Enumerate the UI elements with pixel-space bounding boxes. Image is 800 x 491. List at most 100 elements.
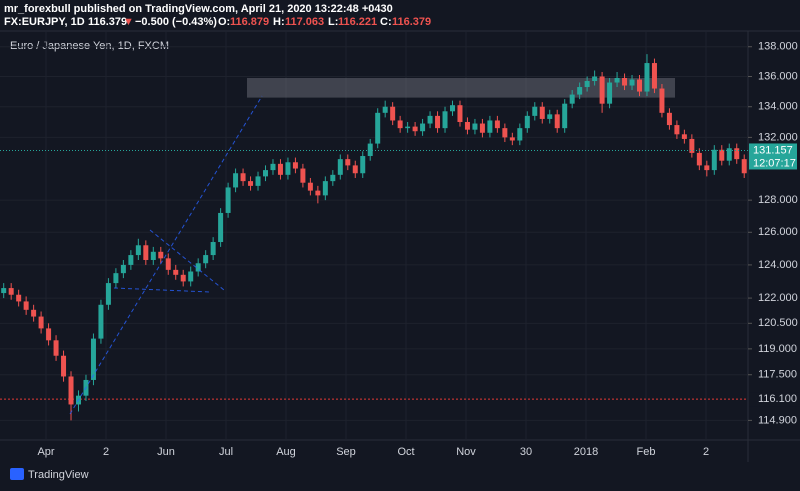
candle-body: [360, 156, 366, 174]
candle-body: [457, 105, 463, 123]
x-tick-label: Sep: [336, 446, 356, 458]
candle-body: [734, 148, 740, 160]
change: −0.500 (−0.43%): [135, 16, 217, 28]
candle-body: [345, 159, 351, 166]
trendline: [149, 229, 225, 291]
candle-body: [592, 76, 598, 82]
logo[interactable]: TradingView: [28, 469, 89, 481]
x-tick-label: Jul: [219, 446, 233, 458]
candle-body: [569, 94, 575, 104]
l-label: L:: [328, 16, 338, 28]
zone: [247, 78, 675, 98]
candle-body: [188, 271, 194, 282]
candle-body: [674, 125, 680, 135]
candle-body: [277, 163, 283, 175]
candle-body: [322, 181, 328, 196]
last-price-tag: [749, 143, 797, 170]
candle-body: [472, 123, 478, 130]
h-value: 117.063: [285, 16, 324, 28]
candle-body: [629, 79, 635, 86]
candle-body: [390, 106, 396, 121]
candle-body: [158, 251, 164, 259]
candle-body: [719, 149, 725, 161]
candle-body: [532, 106, 538, 116]
candle-body: [180, 274, 186, 282]
x-tick-label: Aug: [276, 446, 296, 458]
candle-body: [420, 123, 426, 132]
y-tick-label: 134.000: [758, 101, 798, 113]
candle-body: [300, 168, 306, 183]
y-tick-label: 122.000: [758, 292, 798, 304]
hline-tag: [749, 392, 800, 407]
candle-body: [90, 338, 96, 380]
x-tick-label: Jun: [157, 446, 175, 458]
candle-body: [1, 288, 7, 294]
c-label: C:: [380, 16, 392, 28]
candle-body: [68, 376, 74, 405]
y-tick-label: 138.000: [758, 41, 798, 53]
x-tick-label: 2: [103, 446, 109, 458]
candle-body: [577, 87, 583, 95]
candle-body: [607, 82, 613, 104]
candle-body: [143, 245, 149, 260]
candle-body: [696, 152, 702, 166]
candle-body: [218, 212, 224, 243]
x-tick-label: 30: [520, 446, 532, 458]
candle-body: [554, 114, 560, 129]
candle-body: [689, 138, 695, 153]
arrow: ▼: [123, 16, 134, 28]
symbol: FX:EURJPY, 1D: [4, 16, 85, 28]
candle-body: [382, 106, 388, 113]
candle-body: [681, 134, 687, 139]
candle-body: [450, 105, 455, 112]
hline-label: 116.100: [758, 393, 797, 405]
candle-body: [539, 106, 545, 119]
candle-body: [517, 128, 523, 141]
candle-body: [659, 88, 665, 113]
y-tick-label: 132.000: [758, 131, 798, 143]
candle-body: [651, 63, 657, 89]
candle-body: [427, 115, 433, 124]
candle-body: [53, 340, 59, 356]
candle-body: [315, 190, 321, 196]
trendline: [113, 287, 211, 293]
candle-body: [330, 174, 336, 182]
o-value: 116.879: [230, 16, 269, 28]
y-tick-label: 126.000: [758, 226, 798, 238]
publisher: mr_forexbull published on TradingView.co…: [4, 3, 393, 15]
candle-body: [150, 251, 156, 260]
last-price-label: 131.157: [753, 144, 793, 156]
candle-body: [622, 78, 628, 86]
candle-body: [16, 294, 22, 302]
candle-body: [524, 115, 530, 129]
candle-body: [584, 81, 590, 88]
candle-body: [375, 112, 381, 144]
candle-body: [285, 162, 291, 175]
candle-body: [502, 128, 508, 138]
candle-body: [307, 182, 313, 191]
candle-body: [704, 165, 710, 171]
candle-body: [337, 159, 343, 175]
candle-body: [397, 120, 403, 129]
candle-body: [614, 78, 620, 83]
x-tick-label: Oct: [397, 446, 414, 458]
candle-body: [233, 173, 239, 188]
candle-body: [644, 63, 650, 92]
candle-body: [263, 170, 268, 177]
candle-body: [435, 115, 441, 129]
candle-body: [8, 288, 14, 295]
candle-body: [173, 269, 179, 275]
candle-body: [135, 245, 141, 256]
candle-body: [562, 103, 568, 129]
candle-body: [726, 148, 732, 161]
x-tick-label: Nov: [456, 446, 476, 458]
candle-body: [61, 355, 67, 377]
candle-body: [113, 273, 119, 284]
candle-body: [46, 328, 52, 341]
last: 116.379: [88, 16, 127, 28]
candle-body: [105, 283, 111, 305]
candle-body: [120, 264, 126, 274]
candle-body: [494, 120, 500, 129]
candle-body: [255, 176, 261, 186]
y-tick-label: 114.900: [758, 414, 797, 426]
